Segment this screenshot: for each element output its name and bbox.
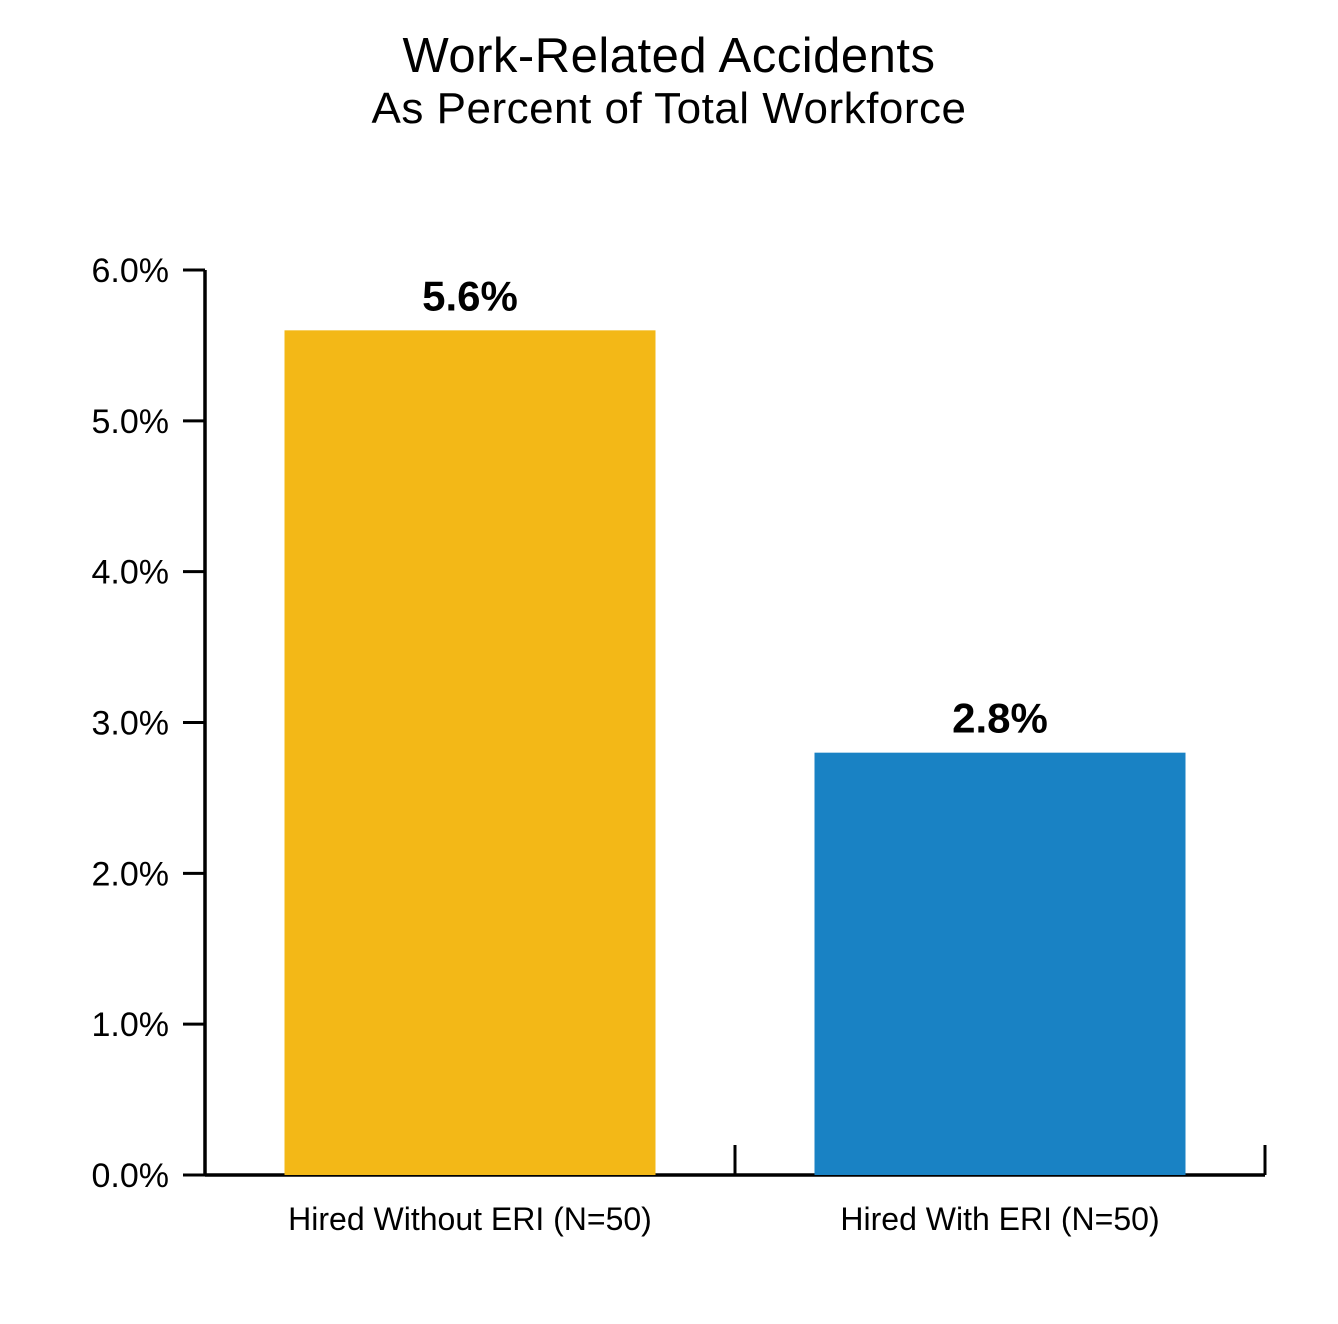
chart-title: Work-Related Accidents [0, 28, 1338, 84]
bar-chart: 0.0% 1.0% 2.0% 3.0% 4.0% 5.0% 6.0% 5.6% Hired Wi… [60, 210, 1300, 1260]
x-category-label: Hired With ERI (N=50) [840, 1201, 1159, 1237]
bar-value-label: 2.8% [952, 695, 1048, 742]
y-tick-label: 4.0% [92, 554, 170, 592]
y-tick-label: 5.0% [92, 403, 170, 441]
y-tick-label: 3.0% [92, 705, 170, 743]
x-category-label: Hired Without ERI (N=50) [288, 1201, 652, 1237]
bar-value-label: 5.6% [422, 272, 518, 319]
chart-subtitle: As Percent of Total Workforce [0, 84, 1338, 134]
y-tick-label: 6.0% [92, 252, 170, 290]
chart-container: 0.0% 1.0% 2.0% 3.0% 4.0% 5.0% 6.0% 5.6% Hired Wi… [60, 210, 1300, 1260]
bar [285, 330, 656, 1175]
y-tick-label: 0.0% [92, 1157, 170, 1195]
y-tick-label: 1.0% [92, 1006, 170, 1044]
title-block: Work-Related Accidents As Percent of Tot… [0, 0, 1338, 134]
bar [815, 753, 1186, 1175]
y-tick-label: 2.0% [92, 855, 170, 893]
